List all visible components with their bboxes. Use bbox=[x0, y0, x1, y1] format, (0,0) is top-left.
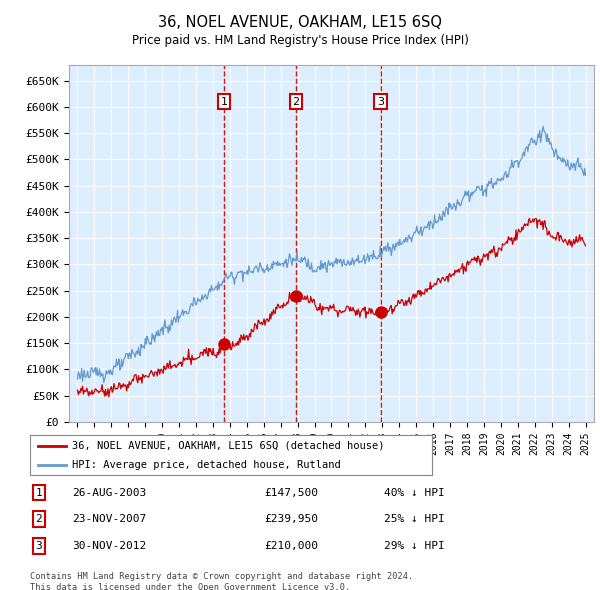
Text: 36, NOEL AVENUE, OAKHAM, LE15 6SQ (detached house): 36, NOEL AVENUE, OAKHAM, LE15 6SQ (detac… bbox=[72, 441, 385, 451]
Text: 30-NOV-2012: 30-NOV-2012 bbox=[72, 541, 146, 550]
Text: 2: 2 bbox=[292, 97, 299, 107]
Text: 25% ↓ HPI: 25% ↓ HPI bbox=[384, 514, 445, 524]
Text: 36, NOEL AVENUE, OAKHAM, LE15 6SQ: 36, NOEL AVENUE, OAKHAM, LE15 6SQ bbox=[158, 15, 442, 30]
Text: 23-NOV-2007: 23-NOV-2007 bbox=[72, 514, 146, 524]
Text: £147,500: £147,500 bbox=[264, 488, 318, 497]
Text: 1: 1 bbox=[220, 97, 227, 107]
Text: 29% ↓ HPI: 29% ↓ HPI bbox=[384, 541, 445, 550]
Text: HPI: Average price, detached house, Rutland: HPI: Average price, detached house, Rutl… bbox=[72, 460, 341, 470]
Text: 2: 2 bbox=[35, 514, 43, 524]
Text: 1: 1 bbox=[35, 488, 43, 497]
Text: Price paid vs. HM Land Registry's House Price Index (HPI): Price paid vs. HM Land Registry's House … bbox=[131, 34, 469, 47]
Text: Contains HM Land Registry data © Crown copyright and database right 2024.
This d: Contains HM Land Registry data © Crown c… bbox=[30, 572, 413, 590]
Text: £210,000: £210,000 bbox=[264, 541, 318, 550]
Text: 40% ↓ HPI: 40% ↓ HPI bbox=[384, 488, 445, 497]
Text: 3: 3 bbox=[377, 97, 384, 107]
Text: £239,950: £239,950 bbox=[264, 514, 318, 524]
Text: 3: 3 bbox=[35, 541, 43, 550]
Text: 26-AUG-2003: 26-AUG-2003 bbox=[72, 488, 146, 497]
